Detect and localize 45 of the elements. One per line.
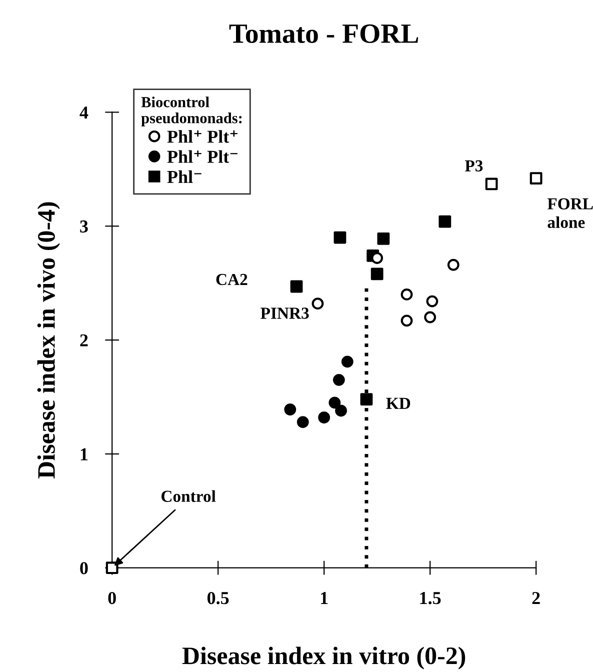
- x-tick-label: 0: [108, 592, 116, 604]
- point: [377, 232, 390, 245]
- annotation: FORL alone: [547, 198, 593, 228]
- annotation: P3: [464, 160, 483, 172]
- legend-label: Phl⁻: [167, 170, 202, 183]
- legend-label: Phl⁺ Plt⁺: [167, 130, 238, 143]
- point: [370, 268, 384, 280]
- point: [335, 404, 347, 417]
- point: [530, 172, 542, 184]
- point: [400, 314, 413, 327]
- point: [426, 295, 438, 308]
- point: [296, 416, 309, 428]
- point: [438, 215, 452, 228]
- x-tick-label: 1: [321, 592, 328, 604]
- point: [328, 396, 341, 409]
- point: [312, 298, 324, 310]
- x-tick-label: 1.5: [420, 592, 441, 604]
- annotation: Control: [162, 490, 216, 502]
- legend-title: Biocontrol pseudomonads:: [141, 96, 242, 126]
- annotation: PINR3: [260, 308, 309, 319]
- y-tick-label: 3: [80, 220, 88, 233]
- point: [424, 311, 436, 324]
- x-tick-label: 0.5: [207, 592, 229, 604]
- point: [332, 374, 345, 386]
- point: [318, 412, 330, 424]
- point: [371, 252, 384, 264]
- annotation: KD: [386, 398, 410, 409]
- y-tick-label: 4: [80, 106, 88, 118]
- point: [334, 231, 346, 244]
- point: [400, 288, 413, 300]
- point: [290, 280, 303, 293]
- chart-title: Tomato - FORL: [229, 24, 418, 44]
- x-tick-label: 2: [532, 592, 540, 604]
- point: [447, 258, 460, 271]
- legend-label: Phl⁺ Plt⁻: [167, 150, 238, 163]
- y-tick-label: 2: [80, 334, 88, 346]
- y-axis-title: Disease index in vivo (0-4): [37, 202, 60, 478]
- x-axis-title: Disease index in vitro (0-2): [182, 646, 466, 670]
- point: [360, 393, 373, 406]
- y-tick-label: 1: [80, 448, 88, 460]
- y-tick-label: 0: [80, 562, 88, 574]
- point: [485, 178, 498, 190]
- point: [341, 356, 354, 368]
- annotation: CA2: [216, 274, 248, 286]
- point: [284, 404, 296, 416]
